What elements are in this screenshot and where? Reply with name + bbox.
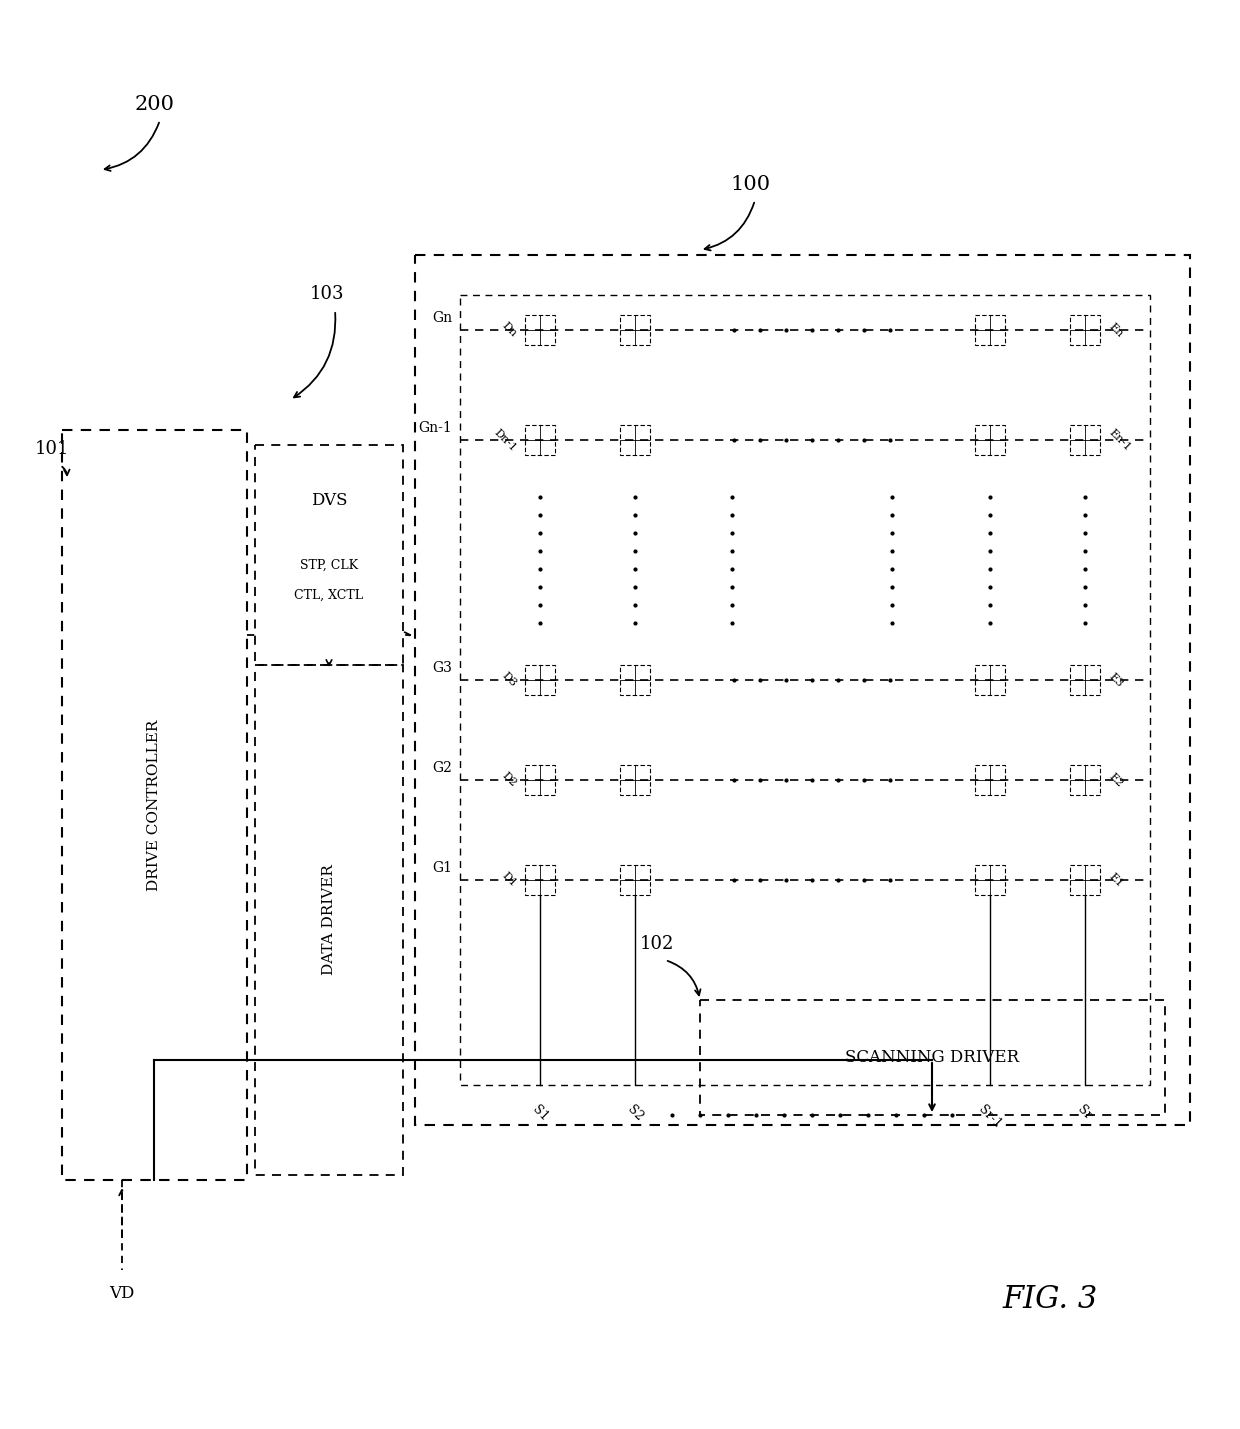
Bar (415, 254, 1190, 1125)
Text: CTL, XCTL: CTL, XCTL (295, 589, 363, 602)
Text: 103: 103 (310, 284, 345, 303)
Bar (1070, 664, 1100, 694)
Bar (975, 424, 1004, 454)
Text: D3: D3 (500, 670, 518, 689)
Bar (975, 664, 1004, 694)
Bar (525, 765, 556, 795)
Text: Dn-1: Dn-1 (492, 427, 518, 453)
Bar (620, 765, 650, 795)
Text: DVS: DVS (311, 492, 347, 509)
Bar (701, 1000, 1166, 1115)
Text: D1: D1 (500, 870, 518, 889)
Text: DRIVE CONTROLLER: DRIVE CONTROLLER (148, 719, 161, 890)
Bar (1070, 865, 1100, 895)
Bar (255, 444, 403, 664)
Text: STP, CLK: STP, CLK (300, 559, 358, 572)
Text: En-1: En-1 (1107, 427, 1132, 453)
Bar (975, 865, 1004, 895)
Bar (525, 865, 556, 895)
Text: S2: S2 (625, 1103, 645, 1123)
Bar (1070, 765, 1100, 795)
Text: En: En (1107, 322, 1125, 339)
Text: D2: D2 (500, 770, 518, 789)
Bar (620, 664, 650, 694)
Bar (975, 765, 1004, 795)
Bar (460, 294, 1149, 1085)
Text: G1: G1 (432, 862, 453, 875)
Text: Sr-1: Sr-1 (976, 1103, 1004, 1130)
Bar (975, 314, 1004, 344)
Text: 100: 100 (730, 174, 770, 194)
Bar (620, 314, 650, 344)
Bar (525, 424, 556, 454)
Text: E3: E3 (1107, 672, 1125, 689)
Text: 102: 102 (640, 935, 675, 953)
Text: G3: G3 (432, 662, 453, 674)
Text: S1: S1 (529, 1103, 551, 1123)
Text: VD: VD (109, 1285, 135, 1302)
Bar (1070, 424, 1100, 454)
Bar (525, 314, 556, 344)
Text: DATA DRIVER: DATA DRIVER (322, 865, 336, 976)
Bar (62, 430, 247, 1180)
Text: Dn: Dn (500, 320, 518, 339)
Text: 101: 101 (35, 440, 69, 459)
Text: G2: G2 (432, 762, 453, 775)
Bar (525, 664, 556, 694)
Text: E2: E2 (1107, 772, 1125, 789)
Text: 200: 200 (135, 94, 175, 114)
Bar (620, 424, 650, 454)
Bar (1070, 314, 1100, 344)
Text: SCANNING DRIVER: SCANNING DRIVER (846, 1049, 1019, 1066)
Text: Sr: Sr (1075, 1103, 1095, 1122)
Text: FIG. 3: FIG. 3 (1002, 1285, 1097, 1316)
Text: Gn-1: Gn-1 (418, 422, 453, 434)
Bar (255, 664, 403, 1175)
Text: E1: E1 (1107, 872, 1125, 889)
Bar (620, 865, 650, 895)
Text: Gn: Gn (432, 312, 453, 324)
